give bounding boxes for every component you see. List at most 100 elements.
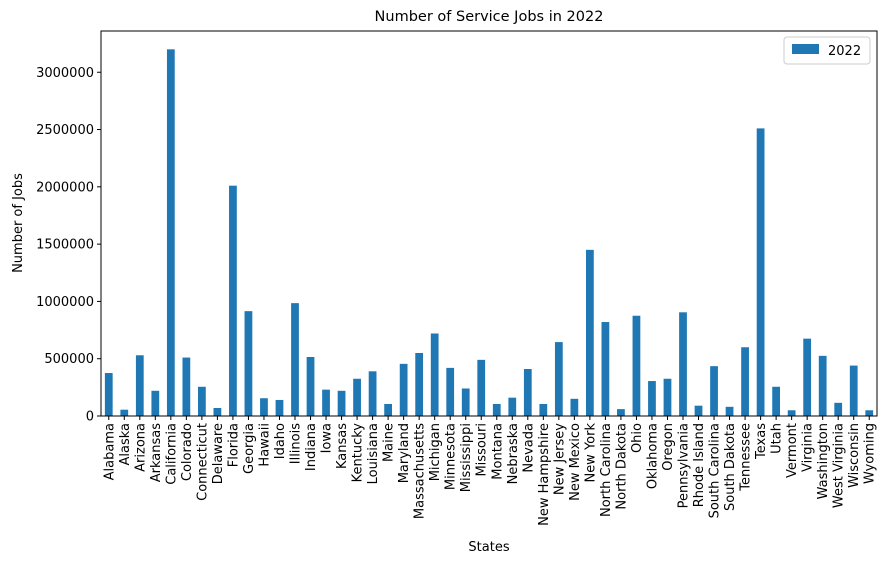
bar-south-carolina — [710, 366, 718, 416]
x-tick-label: Maine — [382, 423, 397, 462]
x-tick-label: Louisiana — [366, 423, 381, 484]
x-tick-label: Wyoming — [863, 423, 878, 484]
x-tick-label: New Hampshire — [537, 423, 552, 526]
bar-georgia — [244, 311, 253, 416]
bar-pennsylvania — [679, 312, 687, 416]
bar-idaho — [275, 399, 284, 416]
bar-mississippi — [461, 388, 470, 416]
x-tick-label: Tennessee — [739, 423, 754, 492]
bar-oklahoma — [648, 381, 656, 416]
bar-arizona — [135, 355, 144, 416]
bar-arkansas — [151, 390, 160, 416]
bar-maine — [384, 403, 392, 416]
x-tick-label: Wisconsin — [847, 423, 862, 488]
y-axis-ticks: 0 500000 1000000 1500000 2000000 2500000 30000… — [36, 66, 101, 425]
x-tick-label: Florida — [226, 423, 241, 467]
y-axis-title: Number of Jobs — [11, 173, 26, 273]
bar-utah — [772, 386, 780, 416]
x-tick-label: Delaware — [211, 423, 226, 484]
bars — [104, 49, 874, 417]
bar-colorado — [182, 357, 191, 416]
x-tick-label: Missouri — [475, 423, 490, 477]
bar-illinois — [291, 303, 299, 416]
chart-title: Number of Service Jobs in 2022 — [375, 9, 604, 25]
x-tick-label: Arkansas — [149, 423, 164, 482]
x-axis-ticks: Alabama Alaska Arizona Arkansas California Co… — [102, 416, 878, 526]
x-tick-label: Oregon — [661, 423, 676, 471]
y-tick-label: 3000000 — [36, 66, 94, 81]
bar-nevada — [523, 369, 532, 416]
bar-new-jersey — [554, 342, 563, 416]
bar-wyoming — [865, 410, 874, 416]
x-tick-label: Ohio — [630, 423, 645, 453]
y-tick-label: 1000000 — [36, 295, 94, 310]
bar-washington — [818, 355, 827, 416]
x-tick-label: New Mexico — [568, 423, 583, 501]
legend: 2022 — [783, 36, 871, 65]
y-tick-label: 2000000 — [36, 180, 94, 195]
bar-delaware — [213, 407, 222, 416]
x-tick-label: West Virginia — [832, 423, 847, 508]
x-tick-label: Michigan — [428, 423, 443, 481]
x-tick-label: New Jersey — [552, 423, 567, 495]
plot-frame — [100, 30, 878, 417]
bar-tennessee — [741, 347, 749, 416]
x-tick-label: Connecticut — [195, 423, 210, 501]
legend-frame — [783, 36, 871, 65]
y-tick-label: 0 — [86, 410, 94, 425]
bar-montana — [492, 403, 501, 416]
bar-hawaii — [260, 398, 268, 416]
y-tick-label: 500000 — [44, 352, 94, 367]
x-tick-label: Indiana — [304, 423, 319, 471]
x-tick-label: Arizona — [133, 423, 148, 472]
x-tick-label: Massachusetts — [413, 423, 428, 519]
bar-iowa — [322, 389, 330, 416]
x-tick-label: Illinois — [289, 423, 304, 464]
x-tick-label: Oklahoma — [645, 423, 660, 489]
x-tick-label: Maryland — [397, 423, 412, 483]
x-tick-label: Alabama — [102, 423, 117, 480]
bar-north-carolina — [601, 322, 610, 416]
bar-virginia — [803, 338, 812, 416]
x-tick-label: Vermont — [785, 423, 800, 478]
bar-ohio — [632, 315, 641, 416]
bar-massachusetts — [415, 352, 424, 416]
x-tick-label: Minnesota — [444, 423, 459, 490]
bar-missouri — [477, 359, 486, 416]
x-tick-label: Utah — [770, 423, 785, 454]
bar-kentucky — [353, 378, 361, 416]
x-tick-label: Washington — [816, 423, 831, 499]
bar-kansas — [337, 390, 346, 416]
bar-michigan — [430, 333, 439, 416]
bar-rhode-island — [694, 405, 703, 416]
x-tick-label: North Dakota — [614, 423, 629, 510]
x-tick-label: Kansas — [335, 423, 350, 469]
x-tick-label: Iowa — [320, 423, 335, 453]
x-tick-label: Hawaii — [257, 423, 272, 467]
bar-indiana — [306, 356, 315, 416]
x-tick-label: Montana — [490, 423, 505, 480]
bar-vermont — [787, 410, 796, 416]
bar-florida — [229, 185, 237, 416]
bar-wisconsin — [849, 365, 858, 416]
bar-alaska — [120, 409, 129, 416]
bar-north-dakota — [617, 409, 625, 417]
x-tick-label: Rhode Island — [692, 423, 707, 507]
bar-california — [166, 49, 175, 416]
x-tick-label: Colorado — [180, 423, 195, 481]
legend-label: 2022 — [828, 44, 861, 59]
x-tick-label: Nebraska — [506, 423, 521, 484]
x-tick-label: California — [164, 423, 179, 485]
bar-maryland — [399, 363, 408, 416]
x-tick-label: New York — [583, 423, 598, 483]
x-tick-label: Idaho — [273, 423, 288, 459]
bar-new-york — [586, 249, 594, 416]
x-tick-label: Nevada — [521, 423, 536, 473]
bar-louisiana — [368, 371, 377, 416]
bar-new-mexico — [570, 398, 579, 416]
x-tick-label: Kentucky — [351, 423, 366, 483]
bar-connecticut — [198, 386, 206, 416]
bar-minnesota — [446, 367, 455, 417]
y-tick-label: 1500000 — [36, 238, 94, 253]
